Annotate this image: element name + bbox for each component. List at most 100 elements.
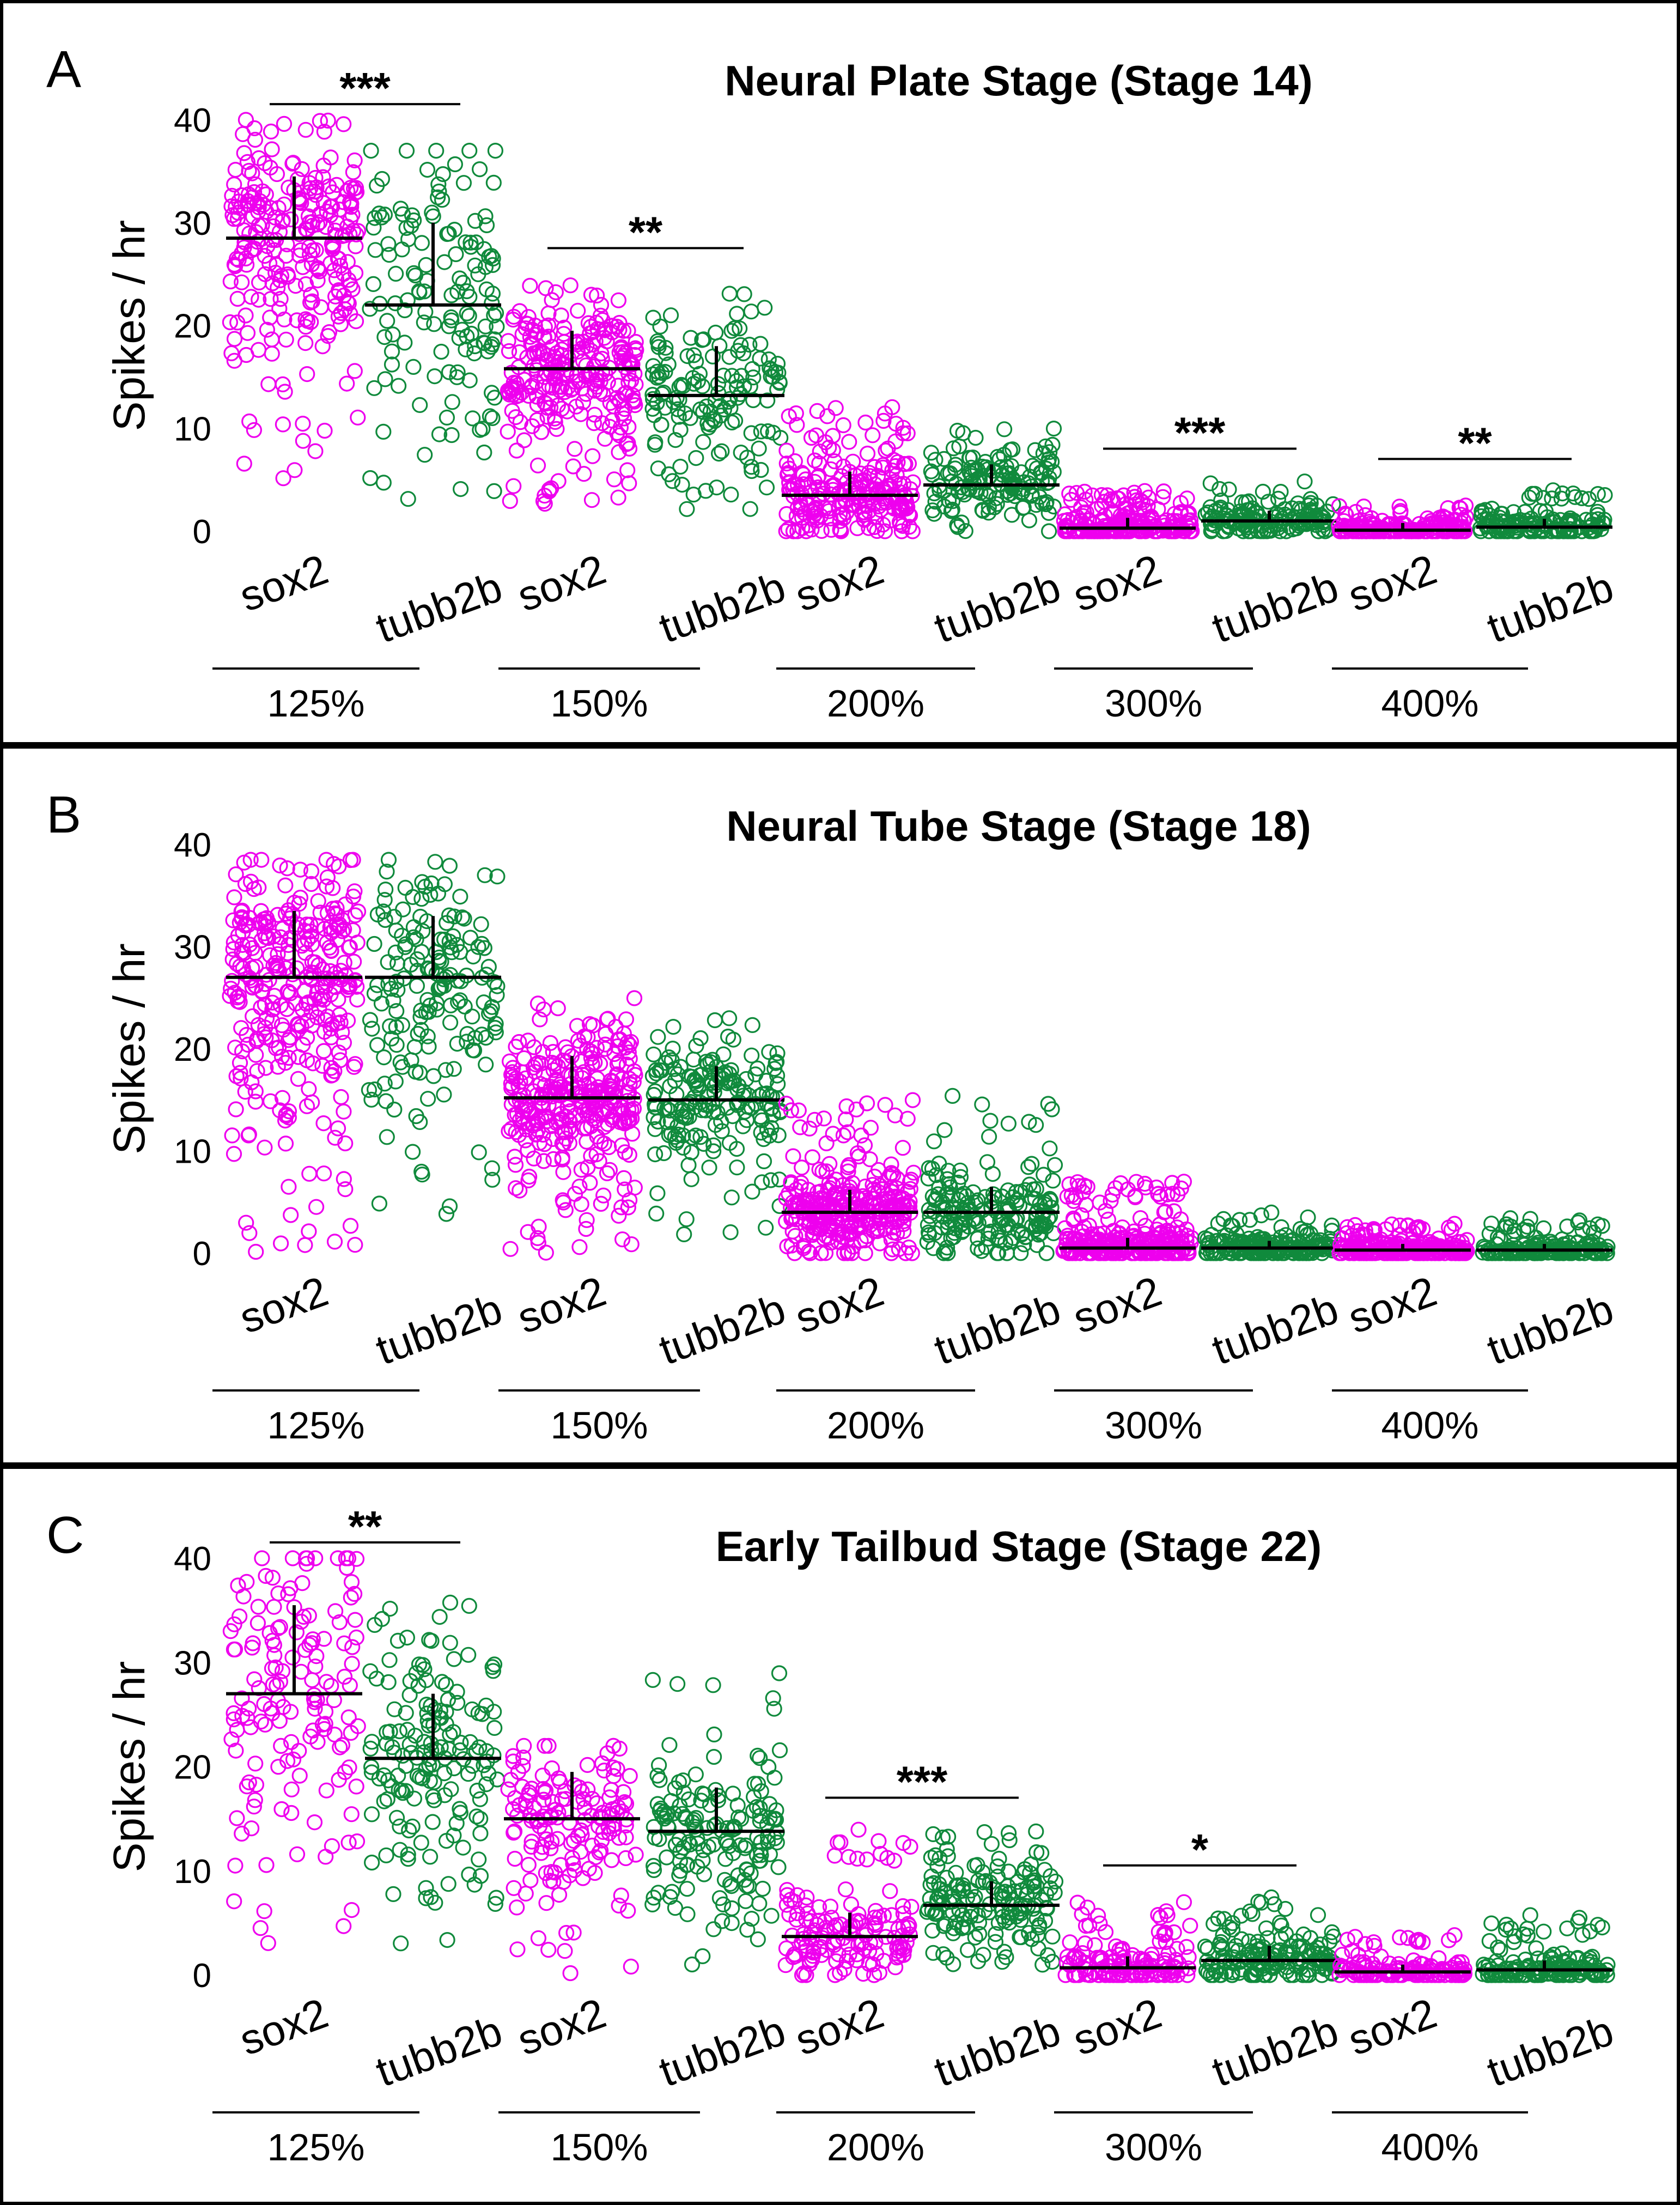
data-point (573, 1162, 589, 1178)
data-point (758, 1219, 774, 1236)
data-point (1521, 523, 1538, 539)
group-label: 125% (267, 1404, 364, 1447)
data-point (361, 1082, 378, 1098)
data-point (257, 266, 273, 282)
panel-letter: C (46, 1506, 84, 1564)
data-point (264, 1001, 281, 1018)
data-point (484, 257, 501, 273)
data-point (233, 903, 249, 920)
data-point (996, 421, 1013, 438)
data-point (289, 171, 306, 187)
data-point (1548, 523, 1564, 539)
data-point (294, 161, 310, 177)
data-point (978, 1239, 994, 1255)
data-point (410, 1025, 426, 1042)
data-point (324, 198, 340, 215)
data-point (349, 991, 366, 1008)
data-point (386, 909, 403, 925)
data-point (318, 852, 334, 868)
data-point (247, 1756, 264, 1772)
data-point (415, 923, 431, 939)
y-tick-label: 20 (174, 1031, 211, 1068)
data-point (262, 947, 278, 963)
data-point (620, 374, 637, 391)
data-point (401, 1822, 417, 1839)
group-label: 150% (550, 1404, 648, 1447)
data-point (1271, 516, 1287, 533)
data-point (705, 1677, 721, 1693)
data-point (411, 284, 428, 301)
data-point (989, 496, 1005, 512)
data-point (562, 277, 579, 294)
series-tubb2b (923, 420, 1062, 539)
data-point (622, 356, 638, 373)
data-point (323, 942, 339, 959)
data-point (376, 329, 393, 345)
data-point (226, 1893, 242, 1910)
data-point (282, 1029, 299, 1046)
data-point (452, 270, 468, 287)
data-point (647, 1146, 664, 1163)
data-point (1028, 497, 1044, 513)
data-point (389, 955, 406, 972)
data-point (312, 206, 328, 222)
data-point (582, 1175, 598, 1191)
data-point (442, 1015, 459, 1031)
data-point (661, 1737, 678, 1753)
data-point (1122, 504, 1139, 521)
data-point (227, 258, 244, 275)
data-point (236, 234, 253, 251)
data-point (1021, 512, 1038, 529)
data-point (289, 960, 305, 976)
series-sox2 (1331, 1216, 1475, 1261)
data-point (306, 1814, 323, 1831)
data-point (271, 1039, 287, 1056)
category-label: tubb2b (370, 1284, 508, 1374)
data-point (722, 1224, 739, 1241)
data-point (895, 420, 911, 436)
data-point (226, 934, 242, 951)
data-point (299, 916, 315, 933)
category-label: sox2 (1067, 1267, 1167, 1343)
panel-a: A Neural Plate Stage (Stage 14)Spikes / h… (0, 0, 1680, 745)
data-point (841, 434, 857, 450)
data-point (227, 162, 244, 178)
data-point (276, 311, 293, 327)
data-point (789, 417, 805, 433)
data-point (301, 175, 318, 191)
data-point (327, 227, 344, 244)
data-point (1076, 483, 1093, 500)
data-point (890, 454, 906, 470)
data-point (509, 1899, 525, 1916)
data-point (848, 1101, 865, 1117)
data-point (326, 1234, 343, 1250)
data-point (376, 1049, 392, 1066)
data-point (679, 501, 695, 517)
data-point (644, 400, 661, 417)
data-point (924, 502, 941, 519)
data-point (461, 1597, 477, 1614)
data-point (309, 272, 326, 289)
data-point (371, 1195, 388, 1212)
data-point (1042, 1140, 1058, 1157)
data-point (284, 155, 301, 172)
data-point (500, 333, 516, 349)
data-point (371, 205, 387, 222)
data-point (694, 378, 711, 394)
data-point (702, 416, 719, 433)
data-point (1590, 507, 1606, 523)
data-point (655, 384, 672, 401)
data-point (1273, 483, 1289, 500)
data-point (1093, 487, 1110, 503)
data-point (331, 1006, 348, 1023)
data-point (679, 1881, 695, 1897)
data-point (363, 143, 379, 159)
data-point (461, 308, 477, 324)
data-point (419, 960, 436, 977)
data-point (1492, 509, 1508, 526)
data-point (573, 1196, 589, 1212)
data-point (662, 307, 679, 324)
data-point (809, 512, 826, 529)
